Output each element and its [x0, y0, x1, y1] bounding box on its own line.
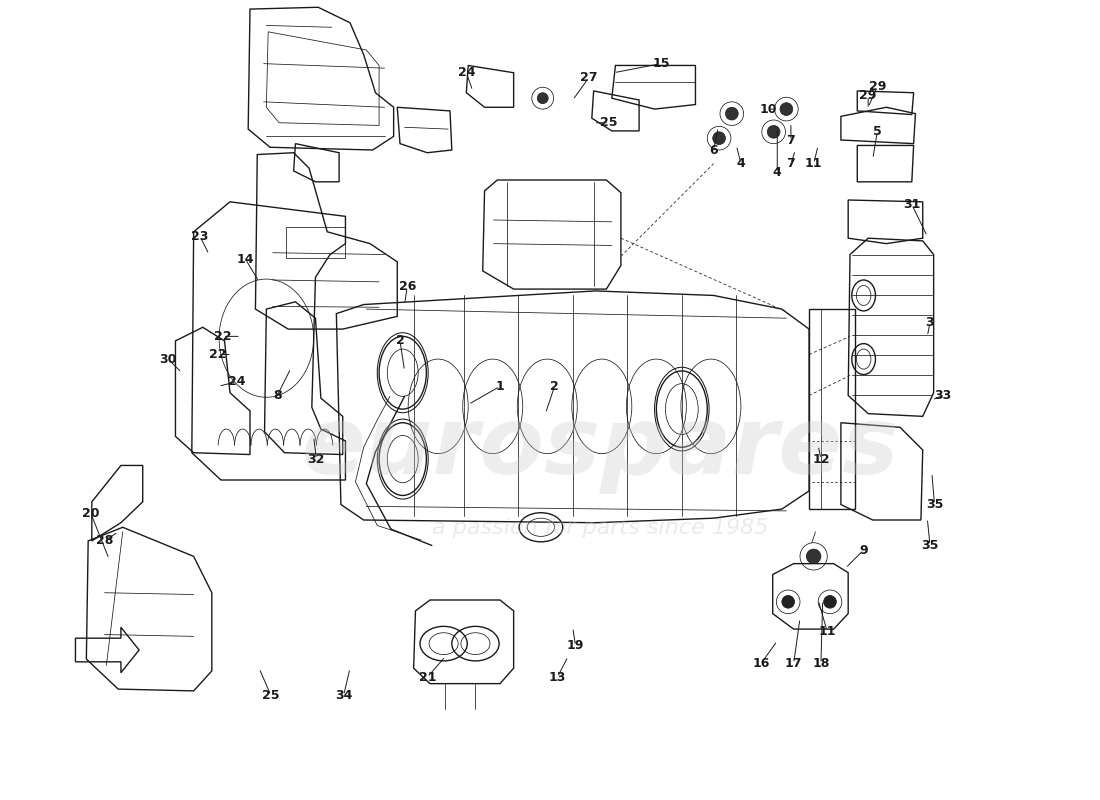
Bar: [286, 227, 345, 258]
Text: eurospares: eurospares: [301, 402, 899, 494]
Text: 33: 33: [934, 389, 952, 402]
Text: 11: 11: [805, 157, 823, 170]
Ellipse shape: [713, 132, 726, 145]
Text: 7: 7: [786, 157, 795, 170]
Ellipse shape: [780, 102, 793, 115]
Text: 29: 29: [869, 80, 886, 93]
Ellipse shape: [806, 549, 821, 564]
Text: 4: 4: [737, 157, 746, 170]
Ellipse shape: [726, 107, 738, 120]
Text: 9: 9: [859, 543, 868, 557]
Text: 34: 34: [334, 689, 352, 702]
Text: 15: 15: [652, 57, 670, 70]
Text: 11: 11: [818, 626, 836, 638]
Text: 25: 25: [601, 116, 618, 130]
Text: 24: 24: [458, 66, 475, 79]
Text: 25: 25: [262, 689, 279, 702]
Text: 3: 3: [926, 316, 934, 330]
Text: 27: 27: [581, 70, 597, 84]
Text: 32: 32: [308, 453, 326, 466]
Text: 1: 1: [496, 380, 505, 393]
Text: 6: 6: [710, 143, 718, 157]
Text: 14: 14: [236, 253, 254, 266]
Ellipse shape: [824, 595, 836, 608]
Text: 17: 17: [785, 657, 802, 670]
Text: 22: 22: [214, 330, 231, 343]
Text: 19: 19: [566, 639, 584, 652]
Ellipse shape: [768, 126, 780, 138]
Text: 18: 18: [812, 657, 829, 670]
Text: 2: 2: [550, 380, 559, 393]
Text: 20: 20: [82, 507, 100, 520]
Ellipse shape: [782, 595, 794, 608]
Text: 28: 28: [96, 534, 113, 547]
Ellipse shape: [537, 93, 548, 104]
Text: 16: 16: [752, 657, 770, 670]
Text: 5: 5: [873, 126, 881, 138]
Text: 35: 35: [922, 539, 938, 552]
Text: 31: 31: [903, 198, 921, 211]
Text: 4: 4: [773, 166, 782, 179]
Text: 12: 12: [812, 453, 829, 466]
Text: a passion for parts since 1985: a passion for parts since 1985: [432, 518, 768, 538]
Text: 21: 21: [418, 670, 436, 684]
Text: 8: 8: [273, 389, 282, 402]
Text: 23: 23: [191, 230, 209, 243]
Text: 35: 35: [926, 498, 943, 511]
Text: 30: 30: [160, 353, 177, 366]
Text: 22: 22: [209, 348, 227, 361]
Text: 26: 26: [398, 280, 416, 293]
Text: 2: 2: [396, 334, 405, 347]
Text: 7: 7: [786, 134, 795, 147]
Text: 24: 24: [228, 375, 245, 388]
Text: 13: 13: [549, 670, 566, 684]
Text: 10: 10: [759, 102, 777, 115]
Text: 29: 29: [859, 89, 877, 102]
